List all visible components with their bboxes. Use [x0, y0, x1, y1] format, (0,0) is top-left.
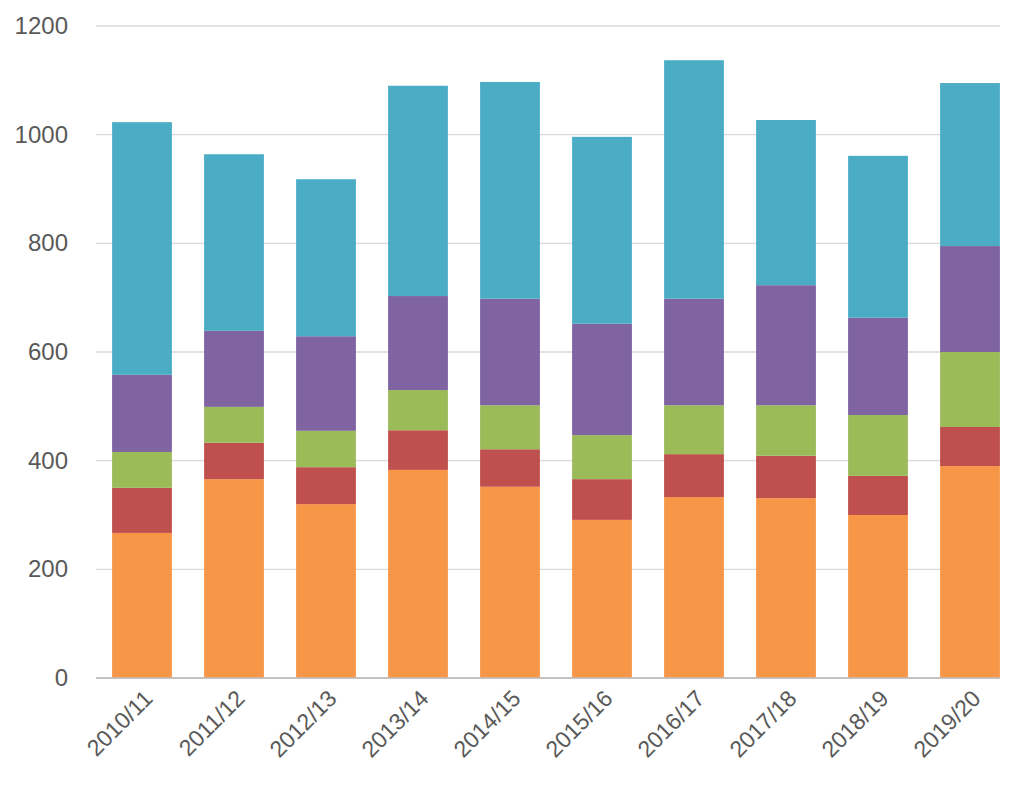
bar-segment: [204, 407, 264, 443]
bar-segment: [296, 504, 356, 678]
bar-segment: [940, 83, 1000, 246]
bar-segment: [388, 86, 448, 296]
x-tick-label: 2017/18: [724, 685, 801, 762]
x-tick-label: 2014/15: [448, 685, 525, 762]
bar-segment: [296, 467, 356, 504]
x-tick-label: 2018/19: [816, 685, 893, 762]
y-tick-label: 1000: [15, 121, 68, 148]
grid-line: [96, 134, 1000, 135]
bar-segment: [940, 246, 1000, 352]
bar-segment: [848, 476, 908, 515]
bar-segment: [940, 352, 1000, 427]
bar-segment: [664, 60, 724, 299]
bar-segment: [664, 454, 724, 497]
bar-segment: [572, 435, 632, 479]
y-tick-label: 1200: [15, 12, 68, 39]
bar-segment: [940, 466, 1000, 678]
bar-segment: [572, 137, 632, 324]
y-tick-label: 400: [28, 447, 68, 474]
bar-segment: [848, 415, 908, 476]
bar-segment: [756, 405, 816, 456]
chart-container: 0 200 400 600 800 1000 1200 2010/112011/122012/…: [0, 0, 1024, 808]
bar-segment: [848, 318, 908, 415]
x-tick-label: 2015/16: [540, 685, 617, 762]
bar-segment: [296, 179, 356, 336]
bar-segment: [296, 431, 356, 467]
bar-segment: [112, 375, 172, 452]
bar-segment: [480, 487, 540, 678]
bar-segment: [572, 324, 632, 435]
bar-segment: [480, 405, 540, 449]
bar-segment: [480, 449, 540, 486]
x-tick-label: 2010/11: [82, 685, 158, 761]
y-tick-label: 200: [28, 555, 68, 582]
y-tick-label: 0: [55, 664, 68, 691]
x-tick-label: 2012/13: [264, 685, 341, 762]
bar-segment: [756, 120, 816, 285]
grid-line: [96, 677, 1000, 678]
bar-segment: [112, 122, 172, 375]
x-axis: [96, 677, 1000, 678]
bar-segment: [572, 479, 632, 520]
bar-segment: [756, 498, 816, 678]
bar-segment: [204, 479, 264, 678]
bar-segment: [756, 285, 816, 405]
bar-segment: [664, 299, 724, 405]
x-tick-label: 2016/17: [632, 685, 709, 762]
bar-segment: [112, 488, 172, 533]
y-tick-label: 600: [28, 338, 68, 365]
bar-segment: [112, 533, 172, 678]
bar-segment: [848, 156, 908, 318]
bar-segment: [940, 427, 1000, 466]
bar-segment: [388, 430, 448, 470]
bar-segment: [388, 390, 448, 430]
bar-segment: [204, 443, 264, 479]
bar-segment: [664, 405, 724, 454]
bar-segment: [388, 296, 448, 390]
bar-segment: [572, 520, 632, 678]
bar-segment: [756, 456, 816, 498]
bars: [112, 60, 1000, 678]
grid-line: [96, 25, 1000, 26]
x-tick-label: 2013/14: [356, 685, 433, 762]
x-tick-label: 2019/20: [908, 685, 985, 762]
bar-segment: [204, 154, 264, 331]
bar-segment: [204, 331, 264, 407]
bar-segment: [848, 515, 908, 678]
x-tick-label: 2011/12: [174, 685, 250, 761]
chart: 0 200 400 600 800 1000 1200 2010/112011/122012/…: [0, 0, 1024, 808]
y-tick-label: 800: [28, 229, 68, 256]
bar-segment: [112, 452, 172, 488]
bar-segment: [480, 82, 540, 299]
bar-segment: [480, 299, 540, 405]
bar-segment: [664, 497, 724, 678]
bar-segment: [388, 470, 448, 678]
bar-segment: [296, 336, 356, 431]
